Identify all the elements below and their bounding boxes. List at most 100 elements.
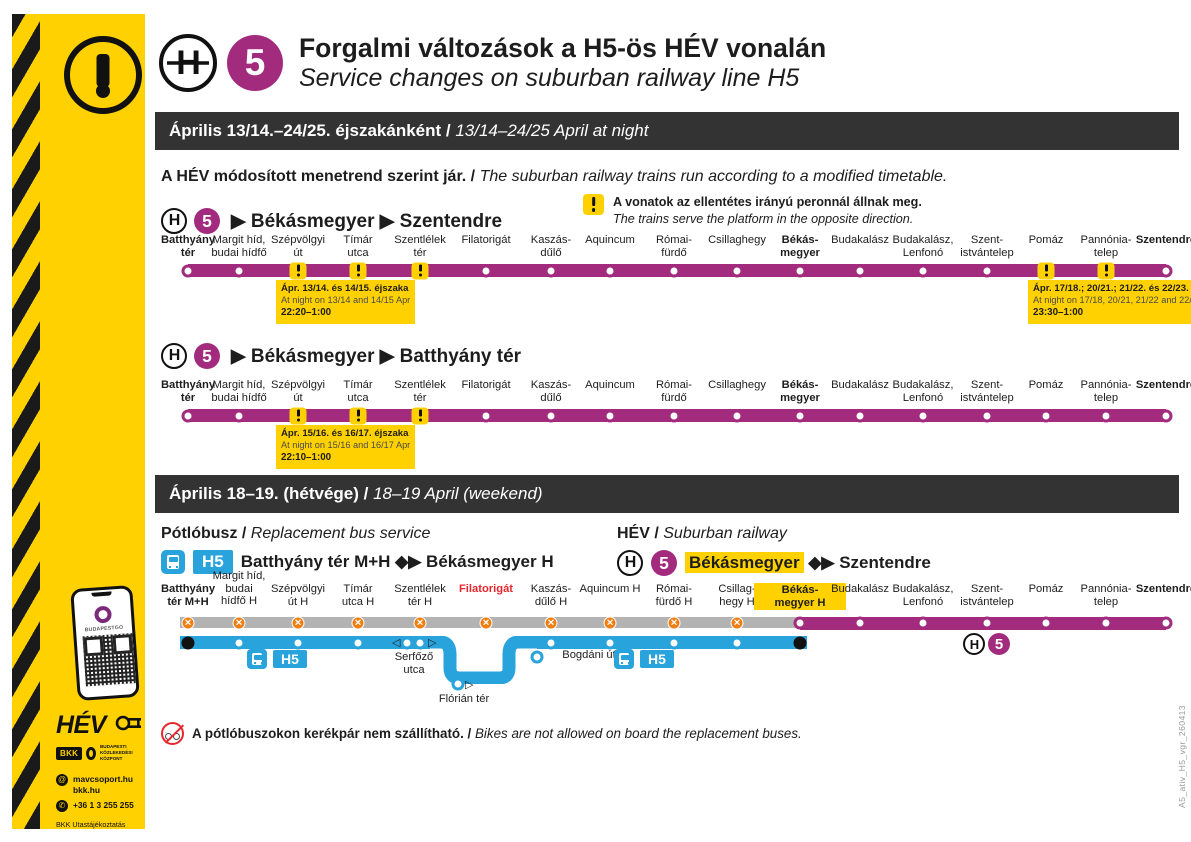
budapestgo-label: BUDAPESTGO	[84, 624, 124, 634]
station-node	[916, 409, 930, 422]
station-node	[667, 409, 681, 422]
station-closed-icon: ✕	[544, 616, 558, 629]
station-label: Tímár utca	[343, 379, 373, 404]
station-node	[451, 677, 465, 691]
station-node	[351, 636, 365, 649]
station-label: Békás-megyer	[780, 379, 820, 404]
callout-line-hu: Ápr. 15/16. és 16/17. éjszaka	[281, 428, 409, 439]
direction-chevron-icon: «	[826, 407, 837, 425]
station-label: Szent-istvántelep	[960, 379, 1014, 404]
bus-direction-arrow-right: ▷	[428, 637, 437, 649]
bus-badge-left: H5	[247, 649, 307, 669]
direction1-header: H 5 ▶ Békásmegyer ▶ Szentendre	[155, 198, 508, 238]
section2-band: Április 18–19. (hétvége) / 18–19 April (…	[155, 475, 1179, 513]
section1-lead: A HÉV módosított menetrend szerint jár. …	[161, 168, 948, 185]
section1-lead-en: The suburban railway trains run accordin…	[479, 168, 948, 185]
hev-symbol-icon-small-4: H	[963, 633, 985, 655]
station-closed-icon: ✕	[730, 616, 744, 629]
station-label: Kaszás-dűlő H	[530, 583, 572, 608]
schedule-callout: Ápr. 13/14. és 14/15. éjszaka At night on…	[276, 280, 416, 325]
line-5-badge-small-3: 5	[651, 550, 677, 576]
warning-icon-note	[583, 194, 604, 215]
warning-marker-icon	[349, 407, 367, 424]
platform-note-hu: A vonatok az ellentétes irányú peronnál …	[613, 195, 922, 209]
station-label: Pomáz	[1028, 379, 1064, 391]
station-label: Szentlélek tér	[394, 234, 446, 259]
bkk-logo: BKK BUDAPESTI KÖZLEKEDÉSI KÖZPONT	[56, 744, 145, 763]
section1-lead-hu: A HÉV módosított menetrend szerint jár.	[161, 168, 467, 185]
station-node	[1099, 409, 1113, 422]
warning-marker-icon	[1037, 262, 1055, 279]
schedule-callout: Ápr. 17/18.; 20/21.; 21/22. és 22/23. éj…	[1028, 280, 1191, 325]
route-diagram-2: Batthyány tér Margit híd, budai hídfő Szépvö…	[155, 379, 1191, 470]
station-node	[544, 264, 558, 277]
rail-legend-title-hu: HÉV	[617, 525, 650, 542]
callout-line-en: At night on 17/18, 20/21, 21/22 and 22/2…	[1033, 295, 1191, 306]
exclamation-circle-icon	[64, 36, 142, 114]
direction-chevron-icon: «	[449, 407, 460, 425]
rail-route-from: Békásmegyer	[685, 552, 804, 573]
station-label: Békás-megyer H	[754, 583, 846, 611]
line-5-badge-small-2: 5	[194, 343, 220, 369]
station-label: Szépvölgyi út	[270, 379, 326, 404]
station-label: Pannónia-telep	[1080, 234, 1132, 259]
station-node	[853, 409, 867, 422]
station-closed-icon: ✕	[232, 616, 246, 629]
poster-title-row: H 5 Forgalmi változások a H5-ös HÉV vona…	[155, 14, 1179, 112]
station-node	[1159, 264, 1173, 277]
bikes-notice: A pótlóbuszokon kerékpár nem szállítható…	[155, 722, 1179, 745]
hev-symbol-icon-small-3: H	[617, 550, 643, 576]
station-label: Szépvölgyi út H	[270, 583, 326, 608]
direction-chevron-icon: »	[443, 262, 453, 280]
hazard-sidebar: BUDAPESTGO HÉV BKK BUDAPESTI KÖZLEKEDÉSI…	[12, 14, 145, 829]
station-label: Bogdáni út	[562, 649, 616, 661]
station-node	[530, 650, 544, 663]
bkk-sublabel: BUDAPESTI KÖZLEKEDÉSI KÖZPONT	[99, 744, 133, 762]
budapestgo-phone-qr: BUDAPESTGO	[70, 584, 140, 702]
station-node	[730, 636, 744, 649]
station-label: Budakalász, Lenfonó	[892, 234, 954, 259]
station-label: Szent-istvántelep	[960, 583, 1014, 608]
station-label: Batthyány tér	[160, 379, 216, 404]
station-label: Kaszás-dűlő	[530, 234, 572, 259]
warning-marker-icon	[289, 262, 307, 279]
station-label: Kaszás-dűlő	[530, 379, 572, 404]
phone-row: ✆ +36 1 3 255 255	[56, 800, 134, 812]
direction2-header: H 5 ▶ Békásmegyer ▶ Batthyány tér	[155, 333, 1179, 373]
station-node	[667, 264, 681, 277]
station-node	[793, 264, 807, 277]
platform-note: A vonatok az ellentétes irányú peronnál …	[583, 194, 922, 228]
mav-logo-icon	[115, 715, 141, 731]
direction2-text: ▶ Békásmegyer ▶ Batthyány tér	[231, 345, 522, 367]
station-node	[181, 264, 195, 277]
platform-note-en: The trains serve the platform in the opp…	[613, 212, 914, 226]
station-node	[1039, 616, 1053, 629]
callout-line-hu: Ápr. 17/18.; 20/21.; 21/22. és 22/23. éj…	[1033, 283, 1191, 294]
direction-chevron-icon: »	[265, 262, 275, 280]
station-node	[232, 636, 246, 649]
warning-marker-icon	[411, 407, 429, 424]
callout-line-en: At night on 13/14 and 14/15 Apr	[281, 295, 411, 306]
station-label: Budakalász, Lenfonó	[892, 379, 954, 404]
hev-symbol-icon-small-2: H	[161, 343, 187, 369]
station-label: Szentlélek tér H	[394, 583, 446, 608]
station-node	[916, 264, 930, 277]
station-label: Pannónia-telep	[1080, 379, 1132, 404]
bus-route-text: Batthyány tér M+H ◆▶ Békásmegyer H	[240, 552, 554, 571]
qr-code-icon	[82, 633, 136, 687]
station-label: Római-fürdő	[655, 379, 693, 404]
station-closed-icon: ✕	[603, 616, 617, 629]
rail-route-to: Szentendre	[839, 553, 931, 572]
station-node	[1099, 616, 1113, 629]
station-node	[1039, 409, 1053, 422]
station-label: Pannónia-telep	[1080, 583, 1132, 608]
rail-legend-title-en: Suburban railway	[663, 525, 787, 542]
station-label: Szépvölgyi út	[270, 234, 326, 259]
section1-band-hu: Április 13/14.–24/25. éjszakánként	[169, 121, 442, 140]
station-node	[232, 264, 246, 277]
schedule-callout: Ápr. 15/16. és 16/17. éjszaka At night on…	[276, 425, 416, 470]
station-node	[980, 616, 994, 629]
bus-h5-badge: H5	[193, 550, 233, 574]
